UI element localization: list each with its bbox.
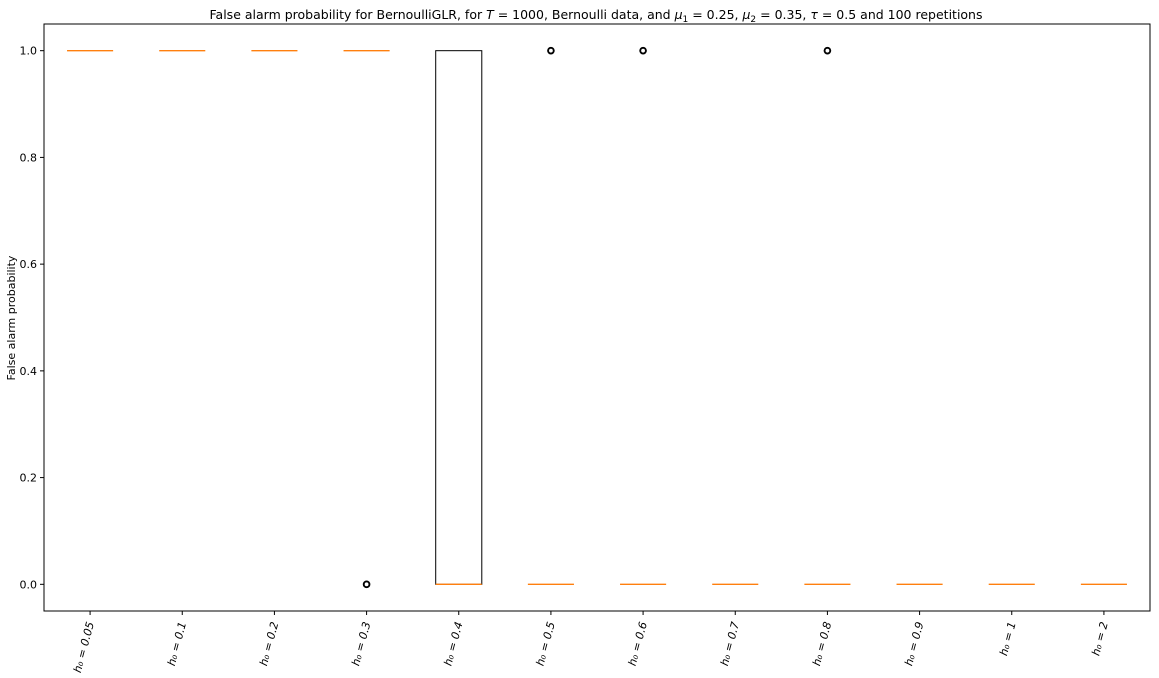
x-tick-label: h₀ = 0.9: [902, 620, 926, 667]
y-tick-label: 1.0: [20, 45, 38, 58]
flier-point: [362, 580, 371, 589]
x-tick-label: h₀ = 1: [997, 620, 1019, 657]
y-tick-label: 0.0: [20, 578, 38, 591]
x-tick-label: h₀ = 2: [1089, 620, 1111, 657]
title-part: τ: [810, 7, 818, 22]
title-part: 2: [750, 15, 756, 25]
flier-point: [547, 46, 555, 55]
title-part: = 0.5 and 100 repetitions: [818, 7, 983, 22]
title-part: 1: [683, 15, 689, 25]
title-part: False alarm probability for BernoulliGLR…: [210, 7, 487, 22]
flier-point: [640, 47, 646, 54]
x-tick-label: h₀ = 0.8: [810, 620, 834, 667]
x-tick-label: h₀ = 0.05: [71, 620, 97, 674]
title-part: = 0.25,: [688, 7, 742, 22]
y-tick-label: 0.4: [20, 365, 38, 378]
y-tick-label: 0.8: [20, 151, 38, 164]
x-tick-label: h₀ = 0.6: [626, 620, 650, 667]
flier-point: [824, 47, 831, 54]
x-tick-label: h₀ = 0.5: [534, 620, 558, 667]
flier-point: [639, 46, 647, 55]
x-tick-label: h₀ = 0.4: [441, 620, 465, 667]
box-body: [435, 50, 483, 585]
title-part: T: [486, 7, 495, 22]
x-tick-label: h₀ = 0.3: [349, 620, 373, 667]
plot-area: 0.0 0.2 0.4 0.6 0.8 1.0 h₀ = 0.05 h₀ = 0.1 h₀ = …: [20, 23, 1151, 674]
axes-frame: [43, 23, 1151, 612]
y-tick-label: 0.6: [20, 258, 38, 271]
title-part: = 1000, Bernoulli data, and: [494, 7, 675, 22]
x-tick-label: h₀ = 0.7: [718, 620, 742, 667]
title-part: μ: [674, 7, 683, 22]
flier-point: [548, 47, 554, 54]
flier-point: [823, 46, 832, 55]
flier-point: [363, 581, 370, 588]
y-axis-label: False alarm probability: [5, 255, 18, 380]
title-part: μ: [741, 7, 750, 22]
chart-title: False alarm probability for BernoulliGLR…: [210, 7, 983, 25]
x-tick-label: h₀ = 0.2: [257, 620, 281, 667]
y-tick-label: 0.2: [20, 472, 38, 485]
x-tick-label: h₀ = 0.1: [165, 620, 189, 667]
title-part: = 0.35,: [756, 7, 810, 22]
